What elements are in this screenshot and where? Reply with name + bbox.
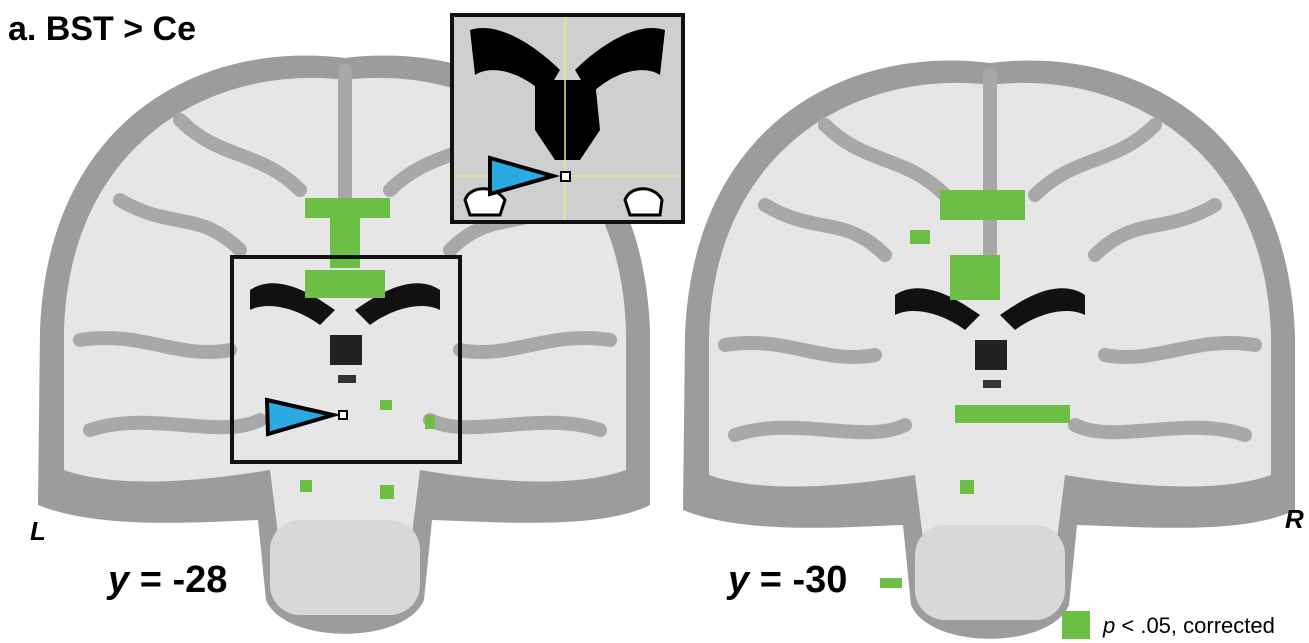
orientation-left: L <box>30 516 46 546</box>
legend-symbol: p <box>1102 613 1115 638</box>
inset <box>452 15 683 222</box>
voxel-marker <box>339 411 347 419</box>
slice-label: y = -30 <box>726 559 847 601</box>
orientation-right: R <box>1285 504 1304 534</box>
legend-text: < .05, corrected <box>1121 613 1274 638</box>
legend-label: p < .05, corrected <box>1102 613 1275 638</box>
slice-label: y = -28 <box>106 559 227 601</box>
legend-swatch <box>1062 611 1090 639</box>
coordinate-value: = -28 <box>140 559 228 601</box>
coronal-slice <box>683 61 1295 639</box>
coordinate-value: = -30 <box>760 559 848 601</box>
coordinate-axis: y <box>106 559 131 601</box>
coordinate-axis: y <box>726 559 751 601</box>
figure: a. BST > Ce L R y = -28 y = -30 p < .05,… <box>0 0 1309 643</box>
panel-label: a. BST > Ce <box>8 10 196 48</box>
